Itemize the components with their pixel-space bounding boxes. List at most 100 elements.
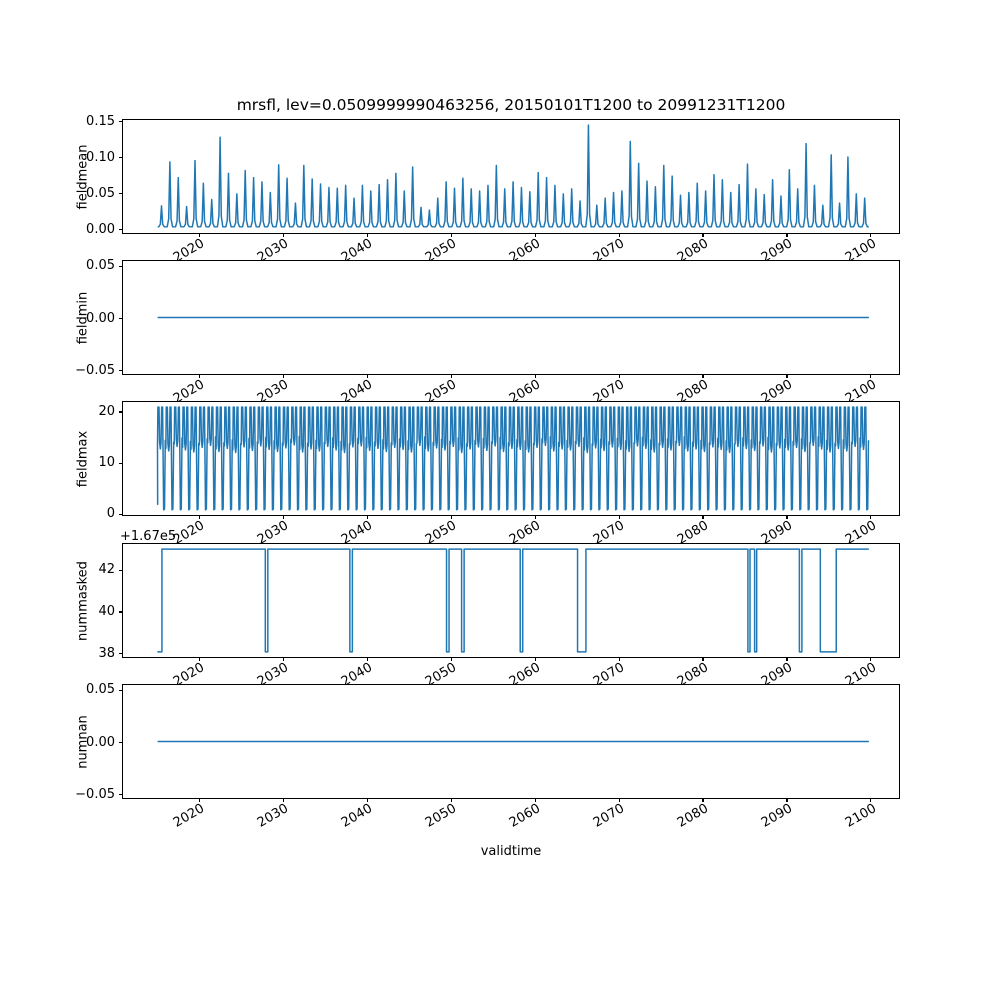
numnan-line-plot <box>157 740 869 743</box>
x-tick-mark <box>870 233 872 237</box>
x-tick-mark <box>282 374 284 378</box>
x-tick-mark <box>618 515 620 519</box>
x-tick-label: 2100 <box>842 801 879 831</box>
x-tick-mark <box>702 233 704 237</box>
x-tick-mark <box>198 798 201 802</box>
x-tick-label: 2080 <box>674 801 711 831</box>
y-tick-mark <box>119 742 123 744</box>
x-tick-mark <box>618 233 620 237</box>
x-tick-mark <box>366 798 368 802</box>
fieldmean-line-plot <box>157 124 869 228</box>
y-tick-label: 42 <box>98 562 115 578</box>
y-tick-label: 20 <box>98 404 115 420</box>
x-tick-mark <box>198 657 201 661</box>
y-tick-label: 0.00 <box>86 310 115 326</box>
x-tick-label: 2030 <box>255 801 292 831</box>
x-tick-mark <box>870 798 872 802</box>
x-tick-mark <box>702 515 704 519</box>
y-tick-mark <box>119 569 123 571</box>
x-tick-mark <box>366 233 368 237</box>
x-tick-mark <box>534 798 536 802</box>
y-tick-label: 0.00 <box>86 222 115 238</box>
chart-title: mrsfl, lev=0.0509999990463256, 20150101T… <box>236 96 786 114</box>
x-tick-label: 2060 <box>506 801 544 831</box>
x-tick-mark <box>870 515 872 519</box>
x-tick-mark <box>282 657 284 661</box>
x-axis-label: validtime <box>480 844 542 859</box>
subplot-numnan: numnan −0.05 0.00 0.05 2020 2030 2040 2050 2060… <box>75 683 900 831</box>
subplot-fieldmin: fieldmin −0.05 0.00 0.05 2020 2030 2040 2050 20… <box>75 259 900 407</box>
x-tick-mark <box>786 233 788 237</box>
y-tick-label: 0.00 <box>86 734 115 750</box>
x-tick-mark <box>366 657 368 661</box>
x-tick-mark <box>450 233 452 237</box>
y-tick-mark <box>119 611 123 613</box>
x-tick-mark <box>786 374 788 378</box>
x-tick-mark <box>870 657 872 661</box>
y-tick-label: 0.05 <box>86 258 115 274</box>
fieldmin-line-plot <box>157 316 869 319</box>
y-tick-mark <box>119 689 123 691</box>
x-tick-mark <box>618 374 620 378</box>
x-tick-mark <box>534 657 536 661</box>
x-tick-label: 2040 <box>339 801 376 831</box>
y-tick-mark <box>119 121 123 123</box>
x-tick-mark <box>198 374 201 378</box>
x-tick-mark <box>282 515 284 519</box>
fieldmax-series-line <box>156 406 870 511</box>
subplot-nummasked: +1.67e5 nummasked 38 40 42 2020 2030 2040 2050… <box>76 530 900 690</box>
x-tick-mark <box>450 374 452 378</box>
y-tick-label: 10 <box>98 455 115 471</box>
y-tick-label: 0.15 <box>86 113 115 129</box>
y-tick-mark <box>119 229 123 231</box>
x-tick-mark <box>702 657 704 661</box>
y-tick-label: −0.05 <box>75 787 115 803</box>
y-tick-label: 0.10 <box>86 149 115 165</box>
y-tick-label: 0.05 <box>86 682 115 698</box>
x-tick-mark <box>702 798 704 802</box>
y-tick-label: 0 <box>106 506 115 522</box>
y-tick-mark <box>119 513 123 516</box>
y-tick-label: 40 <box>98 604 115 620</box>
fieldmean-series-line <box>157 124 869 228</box>
x-tick-mark <box>786 657 788 661</box>
y-tick-mark <box>119 370 123 372</box>
x-tick-mark <box>534 515 536 519</box>
x-tick-mark <box>618 798 620 802</box>
x-tick-mark <box>786 515 788 519</box>
x-tick-mark <box>702 374 704 378</box>
x-tick-mark <box>618 657 620 661</box>
x-tick-mark <box>786 798 788 802</box>
y-tick-mark <box>119 462 123 464</box>
x-tick-mark <box>198 233 201 237</box>
y-tick-mark <box>119 193 123 195</box>
x-tick-label: 2070 <box>590 801 628 831</box>
y-tick-mark <box>119 653 123 655</box>
x-tick-label: 2050 <box>422 801 460 831</box>
subplot-fieldmax: fieldmax 0 10 20 2020 2030 2040 2050 2060 2070 20… <box>76 401 900 548</box>
y-tick-mark <box>119 157 123 159</box>
nummasked-line-plot <box>157 548 869 653</box>
x-tick-mark <box>534 374 536 378</box>
y-axis-label-nummasked: nummasked <box>75 560 91 641</box>
x-tick-mark <box>534 233 536 237</box>
x-tick-mark <box>366 374 368 378</box>
x-tick-label: 2020 <box>171 801 208 831</box>
y-axis-label-fieldmax: fieldmax <box>75 430 91 487</box>
fieldmax-line-plot <box>156 406 870 511</box>
y-tick-mark <box>119 794 123 796</box>
x-tick-mark <box>366 515 368 519</box>
y-tick-label: 0.05 <box>86 185 115 201</box>
nummasked-series-line <box>157 548 869 653</box>
x-tick-mark <box>450 798 452 802</box>
x-tick-mark <box>198 515 201 519</box>
x-tick-mark <box>870 374 872 378</box>
y-tick-mark <box>119 318 123 320</box>
x-tick-mark <box>450 657 452 661</box>
y-tick-mark <box>119 265 123 267</box>
x-tick-mark <box>450 515 452 519</box>
x-tick-label: 2090 <box>758 801 795 831</box>
y-tick-mark <box>119 411 123 413</box>
x-tick-mark <box>282 798 284 802</box>
